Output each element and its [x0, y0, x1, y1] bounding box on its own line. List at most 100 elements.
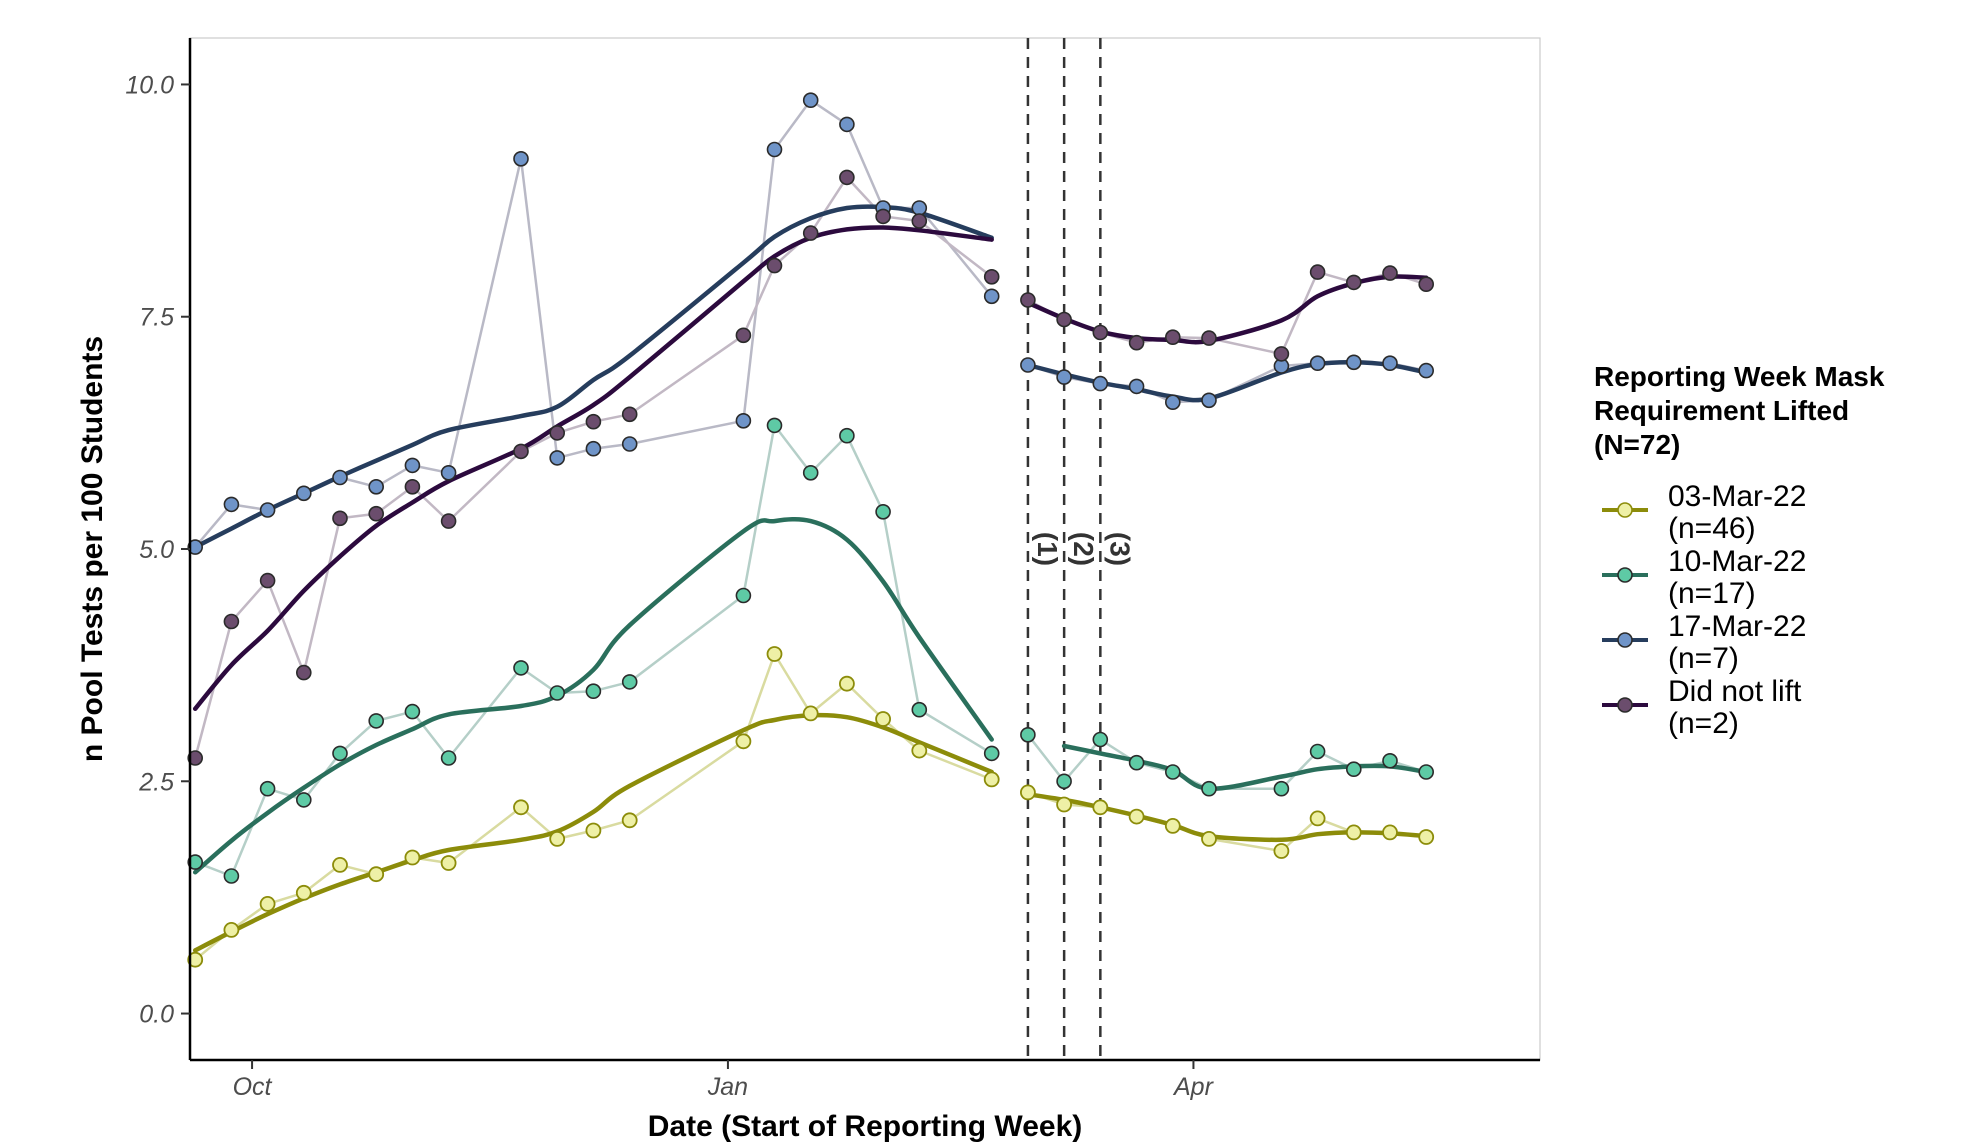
data-point	[766, 257, 783, 274]
data-point	[621, 436, 638, 452]
data-point	[1382, 265, 1398, 281]
data-point	[1309, 264, 1326, 280]
data-point	[1128, 378, 1145, 395]
data-point	[223, 868, 240, 884]
legend-item: Did not lift(n=2)	[1602, 675, 1802, 740]
data-point	[549, 831, 566, 847]
data-point	[585, 440, 602, 457]
data-point	[368, 866, 385, 883]
legend-key-point	[1617, 697, 1633, 713]
legend-label-count: (n=7)	[1668, 642, 1739, 675]
data-point	[585, 413, 602, 430]
legend-key-point	[1617, 632, 1633, 648]
data-point	[802, 705, 819, 722]
legend-label-count: (n=17)	[1668, 577, 1756, 610]
data-point	[983, 288, 1000, 305]
data-point	[368, 478, 385, 495]
data-point	[1128, 808, 1145, 825]
data-point	[1128, 334, 1145, 351]
legend-title-line-1: Reporting Week Mask	[1594, 361, 1885, 392]
data-point	[404, 478, 421, 495]
reference-line-label: (2)	[1068, 532, 1099, 566]
data-point	[621, 812, 638, 829]
data-point	[404, 457, 421, 474]
data-point	[839, 427, 855, 444]
data-point	[404, 703, 421, 720]
y-tick-label: 7.5	[139, 304, 174, 332]
data-point	[259, 896, 276, 912]
smoothed-series-line	[192, 225, 994, 712]
data-point	[911, 701, 928, 718]
data-point	[1056, 796, 1072, 813]
data-point	[1273, 843, 1290, 859]
data-point	[983, 771, 1000, 788]
data-point	[1382, 824, 1398, 841]
data-point	[1345, 824, 1362, 841]
data-point	[766, 141, 783, 158]
data-point	[1020, 784, 1036, 801]
plot-panel-border	[189, 37, 1541, 1061]
legend-label-name: 10-Mar-22	[1668, 545, 1806, 578]
x-tick-label: Jan	[707, 1073, 748, 1101]
y-axis-ticks: 0.0 2.5 5.0 7.5 10.0	[125, 71, 190, 1029]
data-point	[259, 502, 276, 518]
data-point	[223, 922, 240, 938]
data-point	[839, 675, 855, 692]
x-tick-label: Oct	[233, 1073, 273, 1101]
data-point	[223, 496, 240, 513]
data-point	[1056, 773, 1072, 790]
y-tick-label: 2.5	[138, 768, 174, 796]
data-point	[911, 213, 928, 229]
data-point	[1273, 346, 1290, 362]
data-point	[911, 200, 928, 216]
data-point	[1418, 829, 1435, 845]
data-point	[1346, 274, 1362, 291]
legend-label-count: (n=46)	[1668, 512, 1756, 545]
data-point	[295, 792, 312, 808]
data-point	[1309, 810, 1326, 827]
data-point	[1309, 743, 1326, 760]
data-point	[1201, 330, 1217, 346]
legend-label-name: 17-Mar-22	[1668, 610, 1806, 643]
data-point	[911, 742, 928, 759]
data-point	[223, 613, 240, 630]
data-point	[1346, 354, 1362, 371]
legend-item: 17-Mar-22(n=7)	[1602, 610, 1806, 675]
data-point	[766, 646, 783, 662]
data-point	[549, 450, 566, 466]
data-point	[1165, 764, 1181, 780]
data-point	[513, 799, 529, 816]
data-point	[549, 425, 566, 441]
reference-line-label: (3)	[1104, 532, 1135, 566]
data-point	[735, 733, 752, 750]
data-point	[187, 854, 203, 870]
legend-title-line-2: Requirement Lifted	[1594, 395, 1849, 426]
data-point	[513, 660, 529, 676]
data-point	[802, 92, 819, 108]
data-point	[1092, 799, 1109, 816]
data-point	[187, 951, 204, 968]
data-point	[440, 464, 457, 481]
x-axis-title: Date (Start of Reporting Week)	[648, 1110, 1083, 1143]
data-point	[368, 713, 385, 729]
data-point	[875, 208, 891, 225]
data-point	[1164, 818, 1181, 834]
data-point	[1382, 752, 1398, 769]
data-point	[1418, 276, 1434, 293]
legend-label-name: 03-Mar-22	[1668, 480, 1806, 513]
legend: Reporting Week Mask Requirement Lifted (…	[1594, 361, 1885, 740]
data-point	[802, 464, 819, 481]
data-point	[440, 855, 457, 871]
legend-key-point	[1617, 567, 1633, 583]
data-point	[440, 513, 457, 529]
data-point	[1201, 392, 1217, 409]
data-point	[839, 116, 855, 133]
legend-label-name: Did not lift	[1668, 675, 1802, 708]
y-tick-label: 5.0	[139, 536, 174, 564]
data-point	[839, 169, 855, 186]
data-point	[295, 485, 312, 502]
data-point	[332, 745, 348, 762]
data-point	[440, 750, 457, 766]
data-point	[1020, 726, 1036, 743]
